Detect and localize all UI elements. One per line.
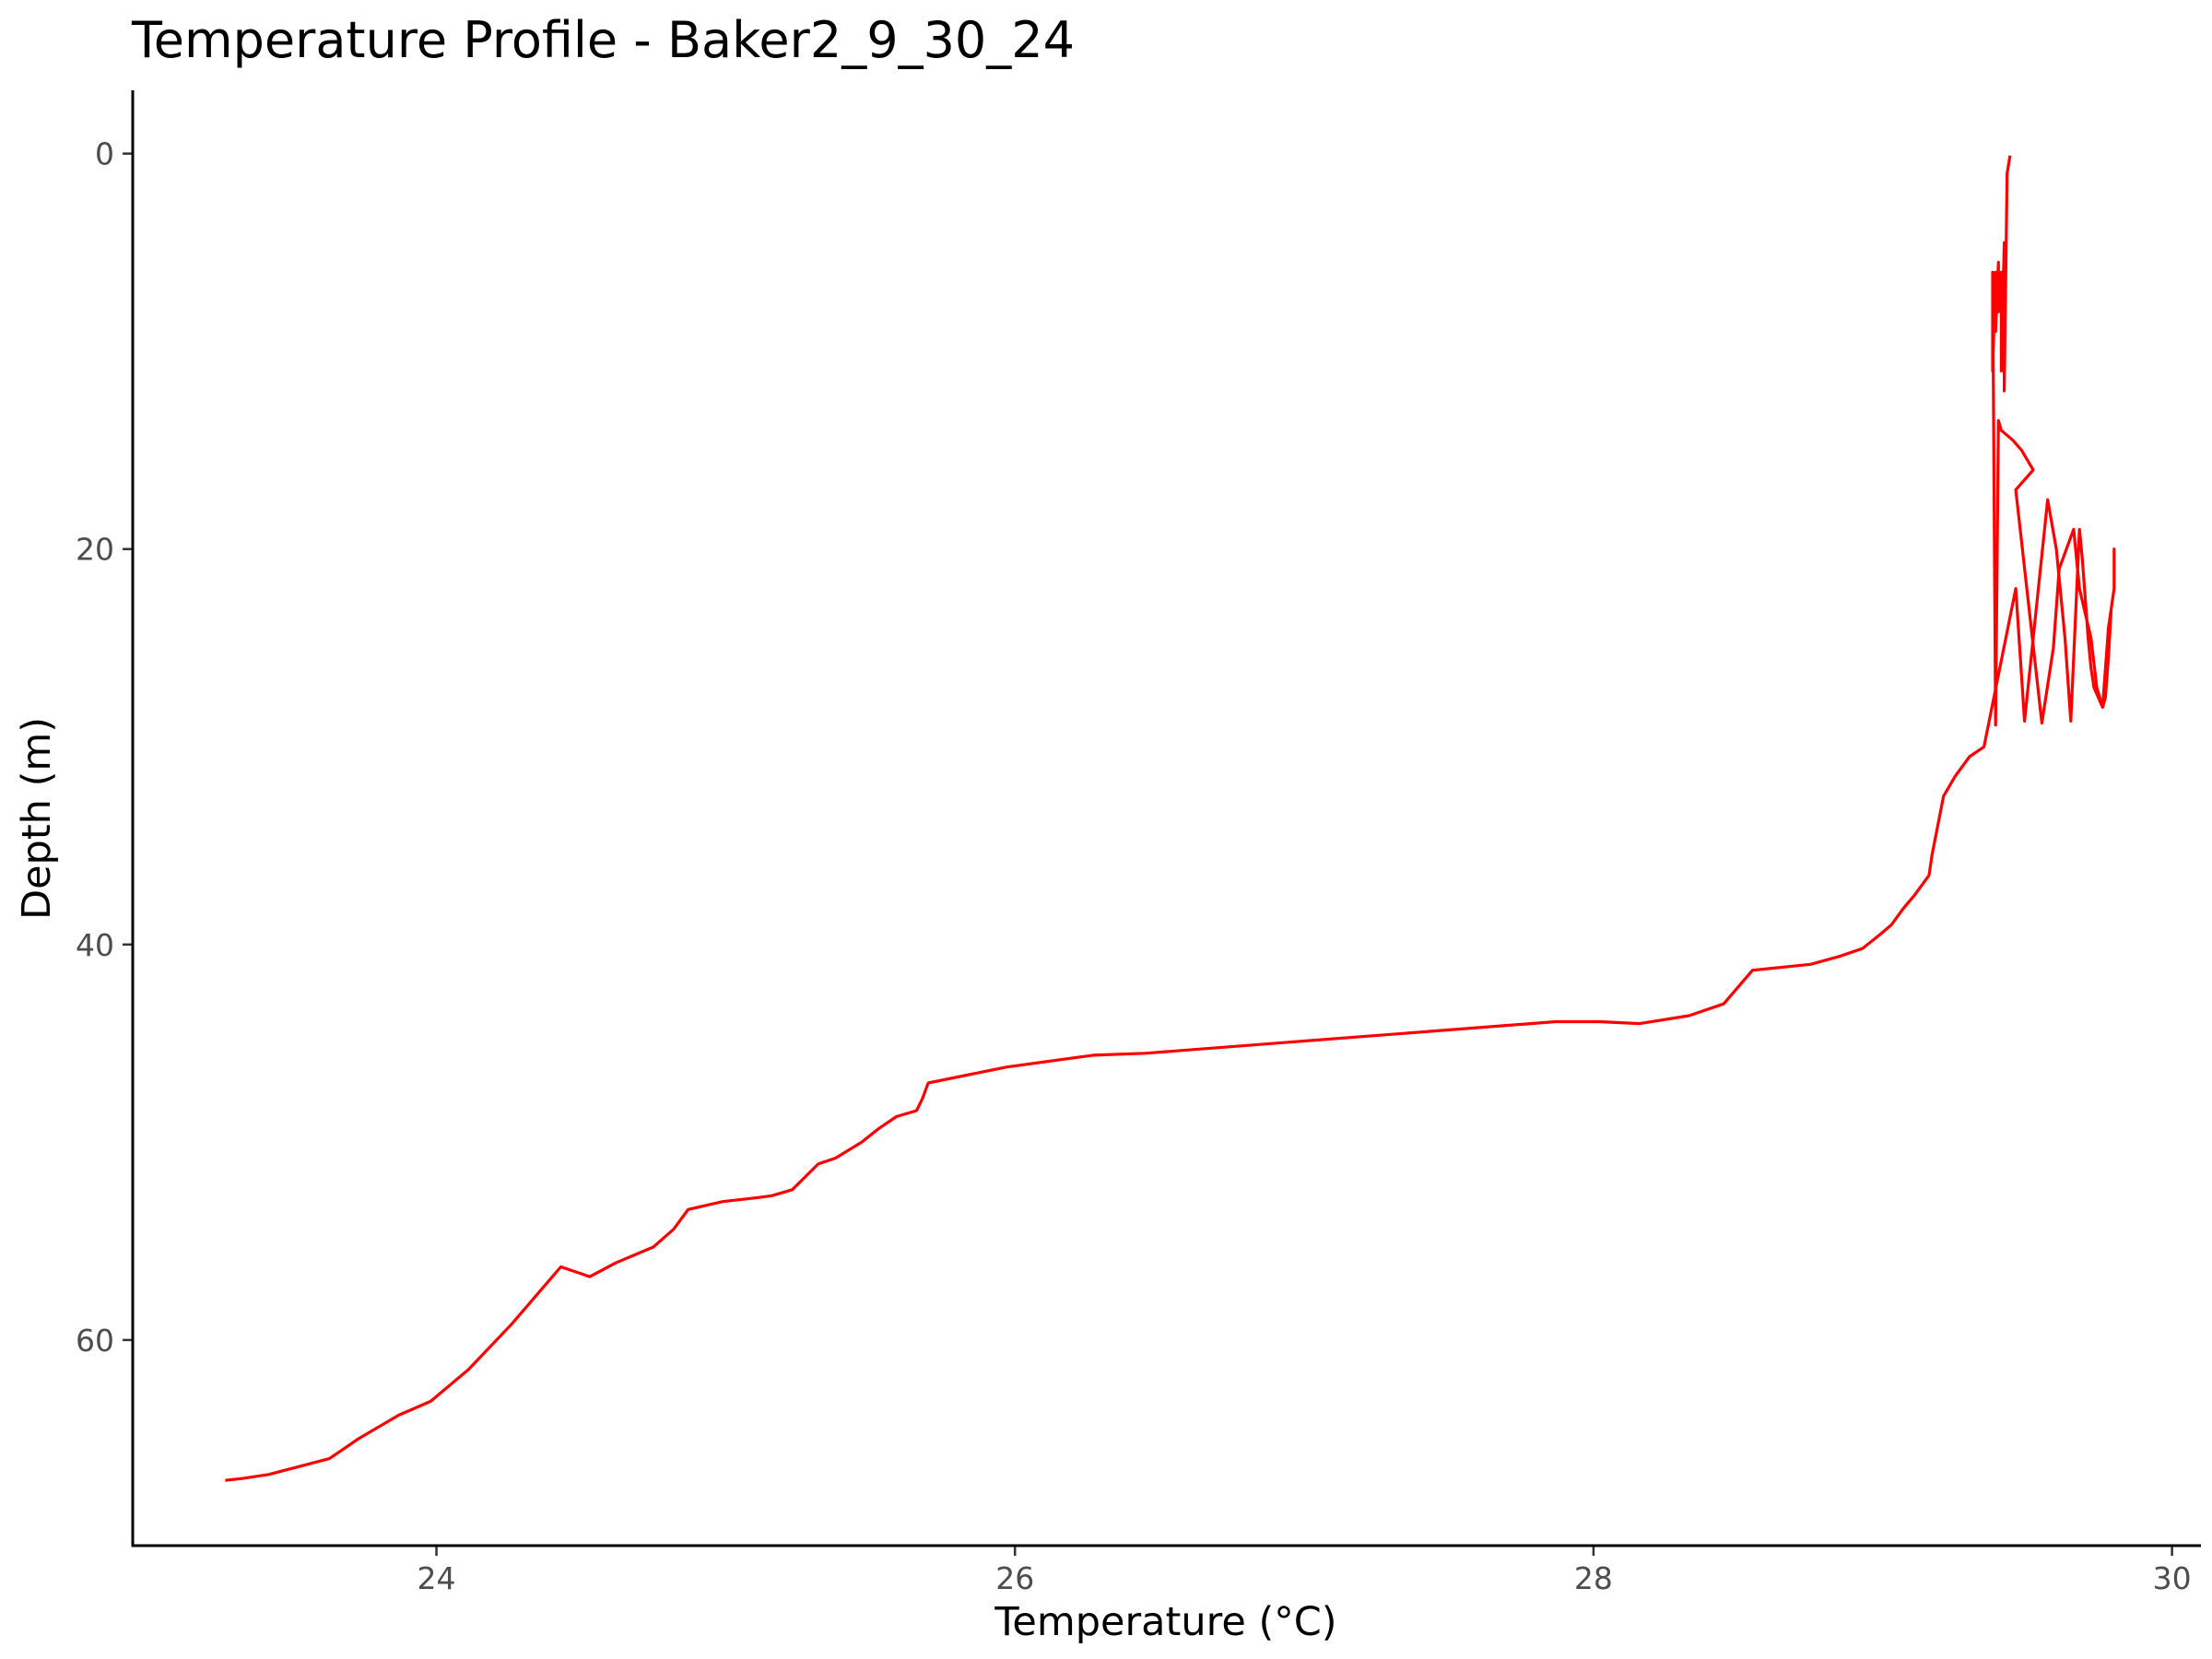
x-tick-label: 28 [1574, 1560, 1613, 1596]
y-tick-label: 60 [76, 1323, 114, 1359]
y-tick-label: 20 [76, 532, 114, 568]
y-tick-label: 40 [76, 927, 114, 963]
x-axis-ticks: 24 26 28 30 [418, 1546, 2192, 1596]
x-axis-title: Temperature (°C) [994, 1599, 1336, 1645]
y-tick-label: 0 [95, 136, 114, 172]
x-tick-label: 26 [995, 1560, 1034, 1596]
y-axis-ticks: 0 20 40 60 [76, 136, 133, 1359]
temperature-series-line [225, 155, 2116, 1482]
x-tick-label: 30 [2153, 1560, 2192, 1596]
x-tick-label: 24 [418, 1560, 456, 1596]
chart-title: Temperature Profile - Baker2_9_30_24 [131, 11, 1075, 69]
plot-area: 24 26 28 30 0 20 40 60 [76, 90, 2201, 1596]
y-axis-title: Depth (m) [14, 717, 60, 920]
